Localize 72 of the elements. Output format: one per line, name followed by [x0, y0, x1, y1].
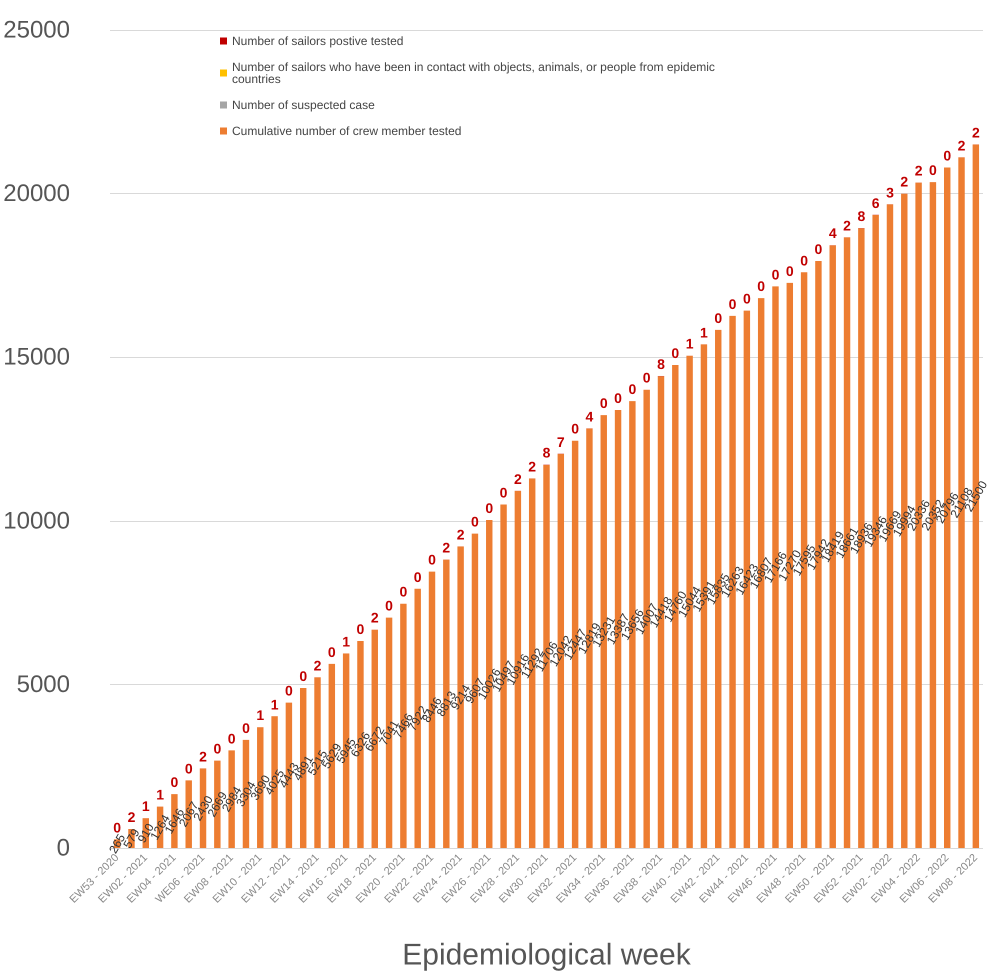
data-label: 0 [213, 740, 222, 757]
data-label: 0 [571, 420, 580, 437]
data-label: 0 [757, 278, 766, 294]
data-label: 2 [843, 217, 852, 234]
data-label: 8 [542, 444, 551, 461]
data-label: 0 [714, 310, 722, 326]
data-label: 3 [886, 184, 894, 200]
data-label: 2 [128, 808, 136, 825]
data-label: 0 [113, 819, 122, 836]
data-label: 2 [370, 610, 379, 626]
data-label: 0 [614, 390, 622, 406]
data-label: 0 [929, 162, 938, 178]
data-label: 0 [800, 252, 808, 268]
data-label: 6 [872, 194, 880, 211]
legend-label: Cumulative number of crew member tested [232, 124, 462, 138]
data-label: 0 [814, 240, 823, 257]
data-label: 0 [786, 262, 794, 279]
y-tick-label: 0 [56, 834, 70, 862]
data-label: 2 [514, 470, 522, 487]
data-label: 0 [628, 381, 636, 398]
data-label: 0 [414, 568, 422, 585]
data-label: 0 [184, 760, 193, 776]
y-tick-label: 10000 [3, 507, 70, 534]
legend-label: Number of suspected case [232, 98, 376, 112]
data-label: 2 [314, 657, 322, 674]
legend-label: Number of sailors postive tested [232, 34, 404, 48]
data-label: 2 [528, 458, 536, 474]
data-label: 0 [284, 682, 293, 699]
data-label: 0 [500, 484, 508, 501]
data-label: 0 [642, 370, 651, 386]
data-label: 2 [456, 526, 465, 542]
x-axis-title: Epidemiological week [402, 938, 692, 972]
data-label: 2 [914, 162, 923, 179]
data-label: 0 [772, 266, 780, 282]
data-label: 1 [700, 324, 708, 340]
data-label: 0 [943, 148, 952, 164]
data-label: 2 [958, 137, 966, 154]
data-label: 1 [256, 707, 264, 724]
data-label: 2 [972, 124, 980, 140]
data-label: 0 [742, 290, 751, 307]
data-label: 4 [586, 408, 594, 424]
data-label: 1 [156, 786, 164, 803]
data-label: 0 [242, 720, 250, 736]
data-label: 0 [328, 644, 336, 660]
data-label: 2 [442, 540, 450, 556]
data-label: 2 [199, 748, 208, 764]
data-label: 1 [142, 798, 150, 814]
data-label: 0 [385, 598, 394, 614]
data-label: 0 [170, 774, 179, 790]
data-label: 1 [342, 633, 350, 650]
data-label: 7 [556, 434, 565, 450]
data-label: 0 [228, 730, 236, 746]
data-label: 1 [686, 336, 694, 352]
data-label: 0 [728, 296, 737, 312]
data-label: 1 [270, 696, 279, 712]
data-label: 0 [485, 500, 494, 516]
data-label: 8 [657, 356, 666, 372]
data-label: 2 [900, 174, 908, 190]
data-label: 8 [857, 208, 866, 224]
data-label: 4 [828, 225, 837, 242]
data-label: 0 [299, 668, 308, 684]
data-label: 0 [356, 621, 365, 638]
y-tick-label: 25000 [3, 16, 70, 44]
data-label: 0 [399, 584, 408, 600]
data-label: 0 [671, 345, 680, 362]
legend-label: Number of sailors who have been in contact with objects, animals, or people from epidemic countries [232, 60, 718, 86]
data-label: 0 [471, 514, 480, 530]
y-tick-label: 5000 [16, 670, 70, 698]
y-tick-label: 15000 [3, 344, 70, 371]
data-label: 0 [600, 395, 608, 412]
y-tick-label: 20000 [3, 180, 70, 208]
data-label: 0 [428, 552, 436, 568]
